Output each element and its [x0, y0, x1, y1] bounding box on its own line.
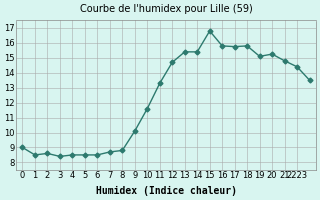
X-axis label: Humidex (Indice chaleur): Humidex (Indice chaleur) — [95, 186, 236, 196]
Title: Courbe de l'humidex pour Lille (59): Courbe de l'humidex pour Lille (59) — [80, 4, 252, 14]
